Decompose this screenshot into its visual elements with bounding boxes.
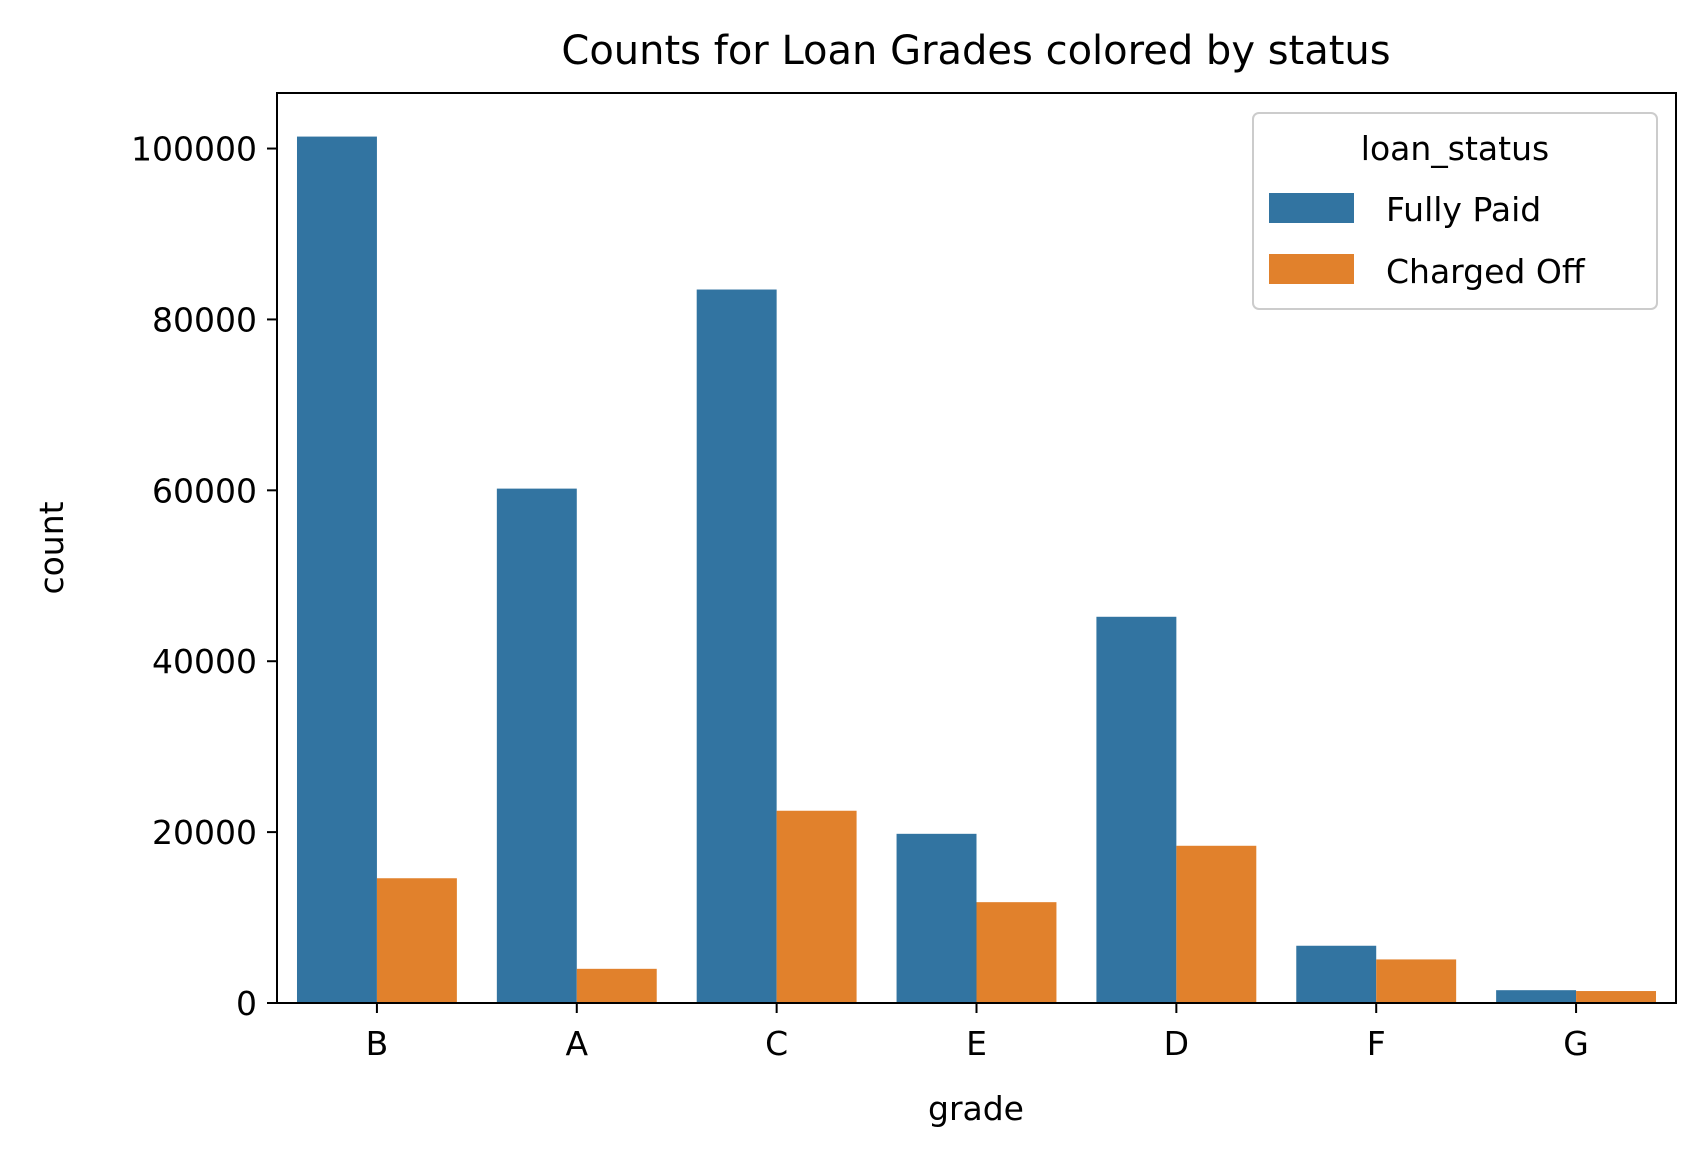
x-tick-label: E — [966, 1024, 987, 1063]
y-tick-label: 60000 — [152, 471, 257, 510]
bar-charged-off-a — [576, 968, 657, 1003]
plot-frame — [276, 92, 1677, 1004]
bar-fully-paid-g — [1496, 990, 1577, 1003]
legend-swatch-charged-off — [1269, 254, 1354, 284]
x-tick-label: A — [565, 1024, 588, 1063]
bar-charged-off-d — [1176, 845, 1257, 1003]
y-tick-label: 40000 — [152, 642, 257, 681]
y-axis-label: count — [32, 501, 71, 594]
bar-charged-off-g — [1576, 991, 1657, 1003]
bar-charged-off-f — [1376, 959, 1457, 1003]
y-tick-label: 100000 — [131, 130, 257, 169]
legend-label-charged-off: Charged Off — [1386, 252, 1586, 291]
y-axis-ticks: 0 20000 40000 60000 80000 100000 — [131, 130, 277, 1023]
x-tick-label: B — [366, 1024, 389, 1063]
legend-swatch-fully-paid — [1269, 193, 1354, 223]
bar-fully-paid-e — [896, 833, 977, 1003]
legend-label-fully-paid: Fully Paid — [1386, 190, 1541, 229]
bar-charged-off-c — [776, 810, 857, 1003]
x-tick-label: D — [1164, 1024, 1189, 1063]
x-tick-label: C — [765, 1024, 788, 1063]
bar-fully-paid-f — [1296, 945, 1377, 1003]
bar-charged-off-e — [976, 902, 1057, 1003]
chart-title: Counts for Loan Grades colored by status — [561, 28, 1390, 74]
bar-charged-off-b — [376, 878, 457, 1003]
bar-fully-paid-c — [696, 289, 777, 1003]
x-tick-label: G — [1563, 1024, 1589, 1063]
bar-fully-paid-d — [1096, 616, 1177, 1003]
bar-fully-paid-b — [296, 136, 377, 1004]
y-tick-label: 80000 — [152, 300, 257, 339]
legend-title: loan_status — [1361, 129, 1549, 168]
bar-fully-paid-a — [496, 488, 577, 1004]
x-tick-label: F — [1367, 1024, 1386, 1063]
x-axis-label: grade — [928, 1089, 1024, 1128]
y-tick-label: 20000 — [152, 813, 257, 852]
legend: loan_status Fully Paid Charged Off — [1252, 112, 1658, 310]
bars-group — [296, 136, 1657, 1004]
y-tick-label: 0 — [236, 984, 257, 1023]
